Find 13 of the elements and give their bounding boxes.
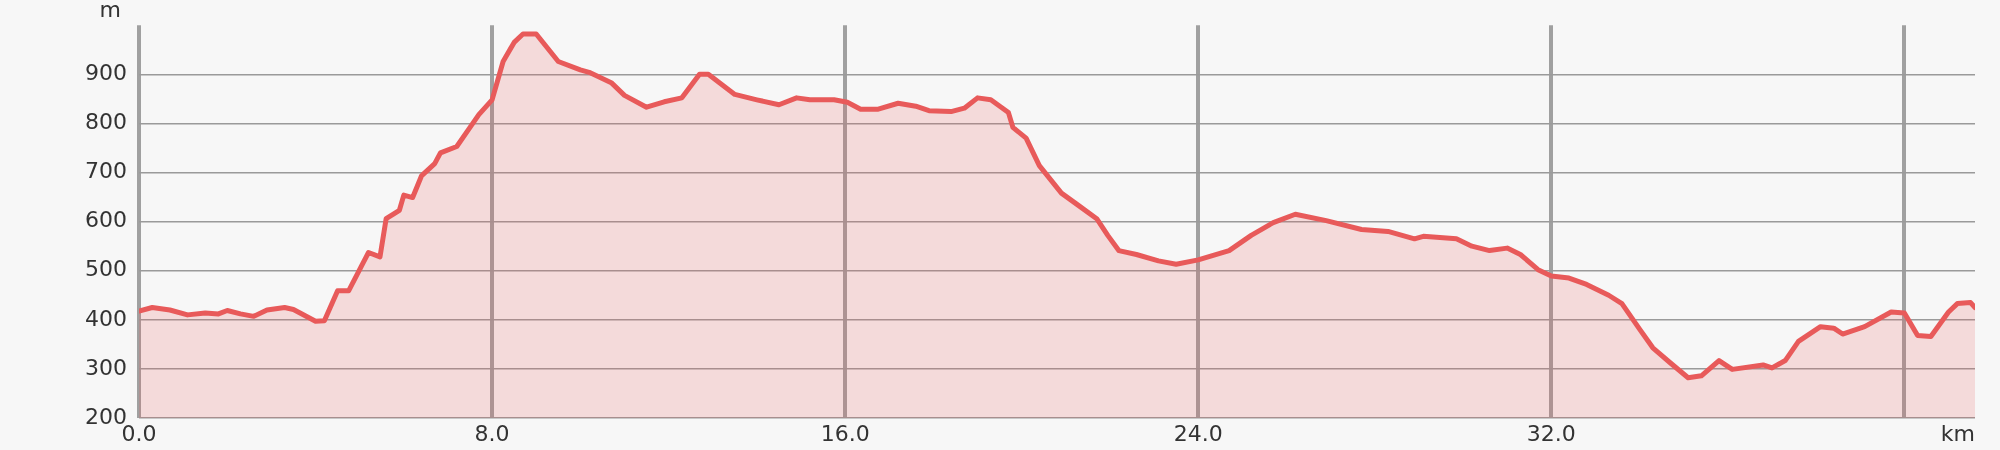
x-tick-label: 8.0 (474, 420, 510, 446)
y-tick-label: 900 (85, 60, 127, 86)
x-tick-label: 16.0 (820, 420, 870, 446)
x-tick-label: 32.0 (1526, 420, 1576, 446)
y-tick-label: 400 (85, 305, 127, 331)
y-tick-label: 300 (85, 354, 127, 380)
x-axis-title: km (1940, 420, 1975, 446)
y-tick-label: 800 (85, 109, 127, 135)
y-tick-label: 600 (85, 207, 127, 233)
x-tick-label: 24.0 (1173, 420, 1223, 446)
y-tick-label: 700 (85, 158, 127, 184)
y-axis-title: m (99, 0, 121, 22)
y-tick-label: 500 (85, 256, 127, 282)
